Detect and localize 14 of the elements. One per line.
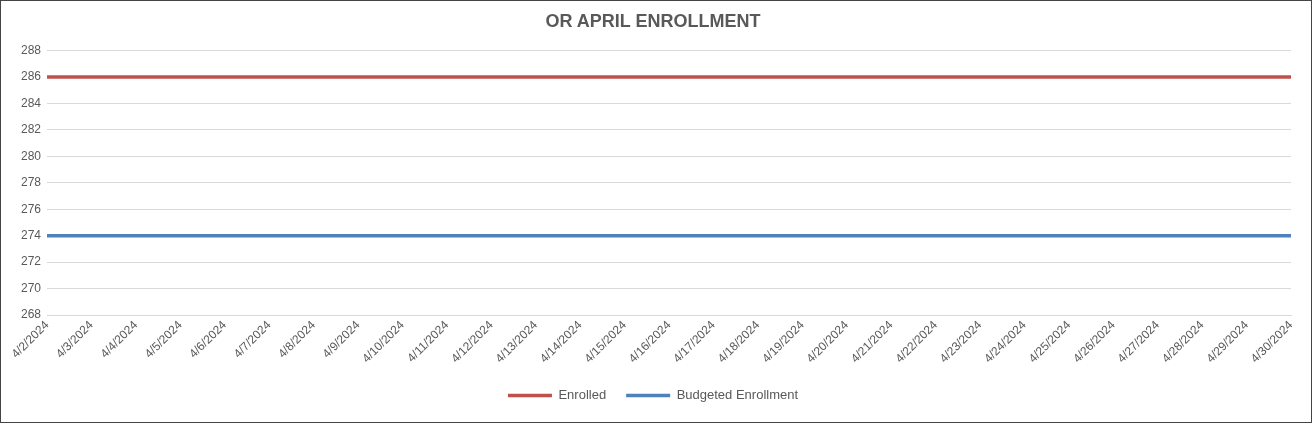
y-tick-label: 286 [20,69,42,84]
y-tick-label: 282 [20,122,42,137]
y-tick-label: 274 [20,228,42,243]
y-tick-label: 278 [20,175,42,190]
y-tick-label: 280 [20,148,42,163]
legend-label: Budgeted Enrollment [676,387,799,403]
y-tick-label: 272 [20,254,42,269]
y-tick-label: 284 [20,95,42,110]
legend-label: Enrolled [558,387,607,403]
y-tick-label: 270 [20,280,42,295]
y-tick-label: 288 [20,42,42,57]
chart-title: OR APRIL ENROLLMENT [545,10,761,31]
y-tick-label: 276 [20,201,42,216]
y-tick-label: 268 [20,307,42,322]
